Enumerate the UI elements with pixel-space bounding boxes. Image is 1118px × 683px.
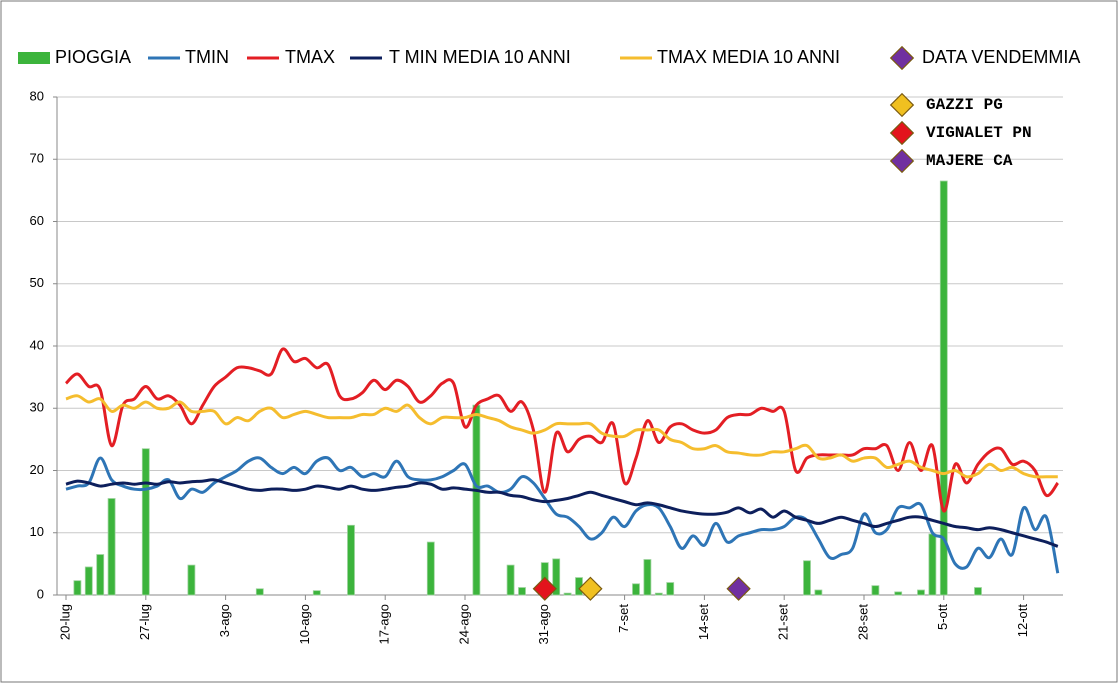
- harvest-marker: [578, 576, 603, 601]
- legend-swatch: [18, 52, 50, 64]
- legend-label: TMAX MEDIA 10 ANNI: [657, 47, 840, 67]
- y-tick-label: 40: [30, 337, 44, 352]
- legend-label: TMAX: [285, 47, 335, 67]
- x-tick-label: 10-ago: [297, 604, 312, 644]
- x-tick-label: 17-ago: [377, 604, 392, 644]
- rain-bar: [107, 498, 116, 596]
- rain-bar: [141, 448, 150, 596]
- series-line: [65, 394, 1058, 479]
- rain-bar: [871, 585, 880, 596]
- legend-swatch: [889, 45, 915, 71]
- rain-bar: [814, 589, 823, 596]
- inset-swatch: [889, 148, 915, 174]
- x-tick-label: 20-lug: [57, 604, 72, 640]
- y-tick-label: 30: [30, 400, 44, 415]
- rain-bar: [803, 560, 811, 596]
- x-tick-label: 31-ago: [536, 604, 551, 644]
- x-tick-label: 24-ago: [456, 604, 471, 644]
- legend-label: PIOGGIA: [55, 47, 131, 67]
- series-line: [65, 478, 1059, 548]
- rain-bar: [518, 587, 526, 596]
- x-tick-label: 3-ago: [217, 604, 232, 637]
- x-tick-label: 14-set: [696, 604, 711, 641]
- rain-bar: [894, 591, 903, 596]
- x-tick-label: 12-ott: [1015, 604, 1030, 638]
- x-tick-label: 28-set: [855, 604, 870, 641]
- x-tick-label: 21-set: [776, 604, 791, 641]
- rain-bar: [84, 566, 93, 596]
- y-tick-label: 50: [30, 275, 44, 290]
- x-tick-label: 5-ott: [935, 604, 950, 630]
- rain-bar: [654, 592, 663, 596]
- rain-bar: [917, 589, 925, 596]
- legend-label: TMIN: [185, 47, 229, 67]
- legend-label: DATA VENDEMMIA: [922, 47, 1080, 67]
- series-line: [65, 456, 1060, 574]
- rain-bar: [666, 582, 675, 596]
- x-tick-label: 7-set: [616, 604, 631, 633]
- inset-label: VIGNALET PN: [926, 124, 1032, 142]
- rain-bar: [73, 580, 82, 596]
- y-tick-label: 70: [30, 151, 44, 166]
- rain-bar: [643, 559, 652, 596]
- inset-swatch: [889, 120, 915, 146]
- y-tick-label: 60: [30, 213, 44, 228]
- rain-bar: [939, 180, 948, 596]
- rain-bar: [928, 533, 937, 596]
- rain-bar: [347, 524, 355, 596]
- y-tick-label: 10: [30, 524, 44, 539]
- inset-swatch: [889, 92, 915, 118]
- y-tick-label: 20: [30, 462, 44, 477]
- rain-bar: [974, 587, 982, 596]
- harvest-marker: [726, 576, 751, 601]
- rain-bar: [563, 592, 572, 596]
- series-line: [64, 347, 1060, 513]
- inset-label: MAJERE CA: [926, 152, 1013, 170]
- rain-bar: [506, 564, 515, 596]
- rain-bar: [472, 404, 481, 596]
- rain-bar: [96, 554, 105, 596]
- rain-bar: [552, 558, 561, 596]
- rain-bar: [632, 583, 640, 596]
- harvest-marker: [532, 576, 557, 601]
- rain-bar: [255, 588, 264, 596]
- inset-label: GAZZI PG: [926, 96, 1003, 114]
- rain-bar: [312, 590, 321, 596]
- y-tick-label: 0: [37, 586, 44, 601]
- y-tick-label: 80: [30, 88, 44, 103]
- x-tick-label: 27-lug: [137, 604, 152, 640]
- rain-bar: [187, 564, 196, 596]
- rain-bar: [426, 541, 435, 596]
- legend-label: T MIN MEDIA 10 ANNI: [389, 47, 571, 67]
